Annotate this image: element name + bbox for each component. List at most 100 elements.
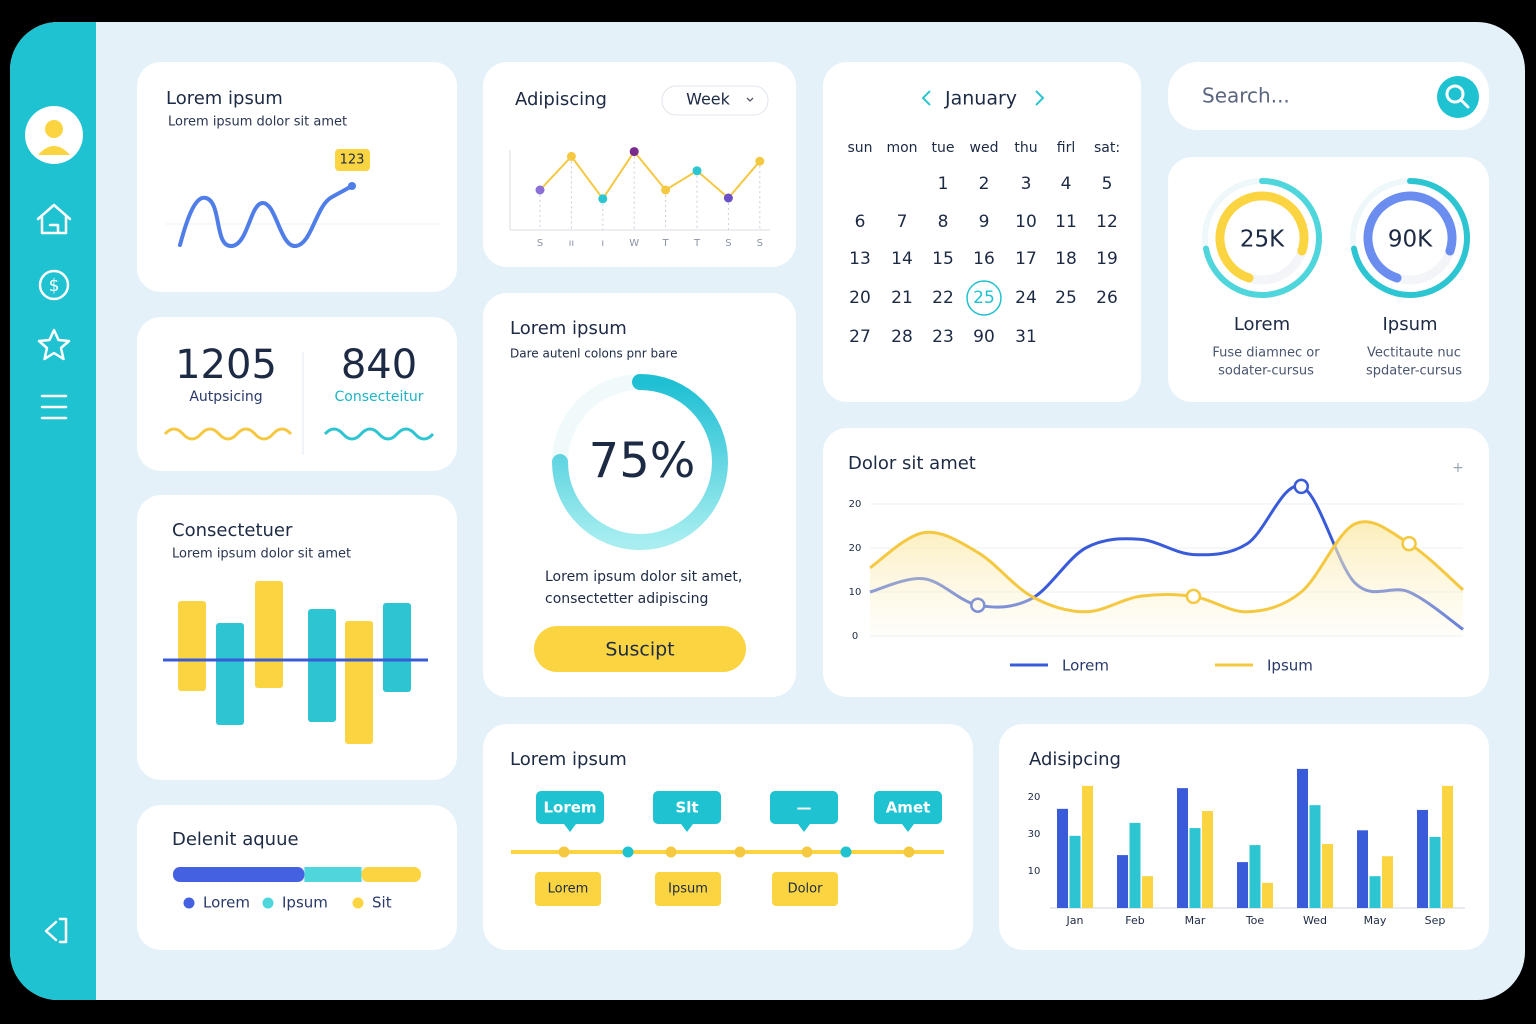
day[interactable]: 13 — [849, 249, 871, 269]
day[interactable]: 6 — [855, 212, 866, 232]
x-tick-label: Mar — [1185, 914, 1206, 927]
card-title: Lorem ipsum — [510, 749, 627, 770]
x-tick-label: T — [662, 238, 670, 249]
bar — [1382, 856, 1393, 908]
badge — [335, 149, 370, 171]
area — [870, 521, 1463, 636]
next-month[interactable] — [1035, 90, 1045, 106]
day[interactable]: 27 — [849, 327, 871, 347]
search-placeholder[interactable]: Search... — [1202, 84, 1290, 108]
weekday: mon — [886, 140, 917, 156]
day[interactable]: 90 — [973, 327, 995, 347]
bar — [1117, 855, 1128, 908]
day[interactable]: 25 — [1055, 288, 1077, 308]
day[interactable]: 31 — [1015, 327, 1037, 347]
tag-label: Dolor — [788, 882, 824, 897]
tag-pointer — [564, 824, 576, 832]
day[interactable]: 17 — [1015, 249, 1037, 269]
card-title: Consectetuer — [172, 520, 293, 541]
bar — [1369, 876, 1381, 908]
add-icon[interactable]: + — [1452, 460, 1464, 476]
timeline-dot — [801, 846, 813, 858]
day[interactable]: 18 — [1055, 249, 1077, 269]
logout-icon[interactable] — [44, 917, 68, 944]
card — [823, 62, 1141, 402]
marker — [1185, 588, 1202, 605]
day[interactable]: 26 — [1096, 288, 1118, 308]
day[interactable]: 14 — [891, 249, 913, 269]
ring-text: Fuse diamnec or — [1212, 346, 1320, 361]
day[interactable]: 11 — [1055, 212, 1077, 232]
deco-bar — [308, 609, 336, 722]
day[interactable]: 10 — [1015, 212, 1037, 232]
badge-text: 123 — [340, 153, 365, 168]
day[interactable]: 15 — [932, 249, 954, 269]
card-text: consectetter adipiscing — [545, 591, 708, 607]
x-tick-label: Feb — [1125, 914, 1144, 927]
line — [869, 520, 1464, 614]
timeline-dot — [622, 846, 634, 858]
point — [566, 151, 576, 161]
day[interactable]: 1 — [938, 174, 949, 194]
tag — [655, 872, 721, 906]
day[interactable]: 5 — [1102, 174, 1113, 194]
bar — [1202, 811, 1213, 908]
ring-value: 25K — [1240, 227, 1285, 253]
prev-month[interactable] — [921, 90, 931, 106]
day[interactable]: 8 — [938, 212, 949, 232]
day[interactable]: 25 — [973, 288, 995, 308]
button-label: Suscipt — [605, 639, 674, 661]
day[interactable]: 22 — [932, 288, 954, 308]
avatar-body — [38, 146, 70, 155]
x-tick-label: S — [725, 238, 731, 249]
deco-bar — [178, 601, 206, 691]
day[interactable]: 16 — [973, 249, 995, 269]
bar — [1417, 809, 1428, 908]
legend-label: Ipsum — [1267, 657, 1313, 675]
search-button[interactable] — [1437, 76, 1479, 118]
bar — [1189, 828, 1201, 908]
star-icon[interactable] — [37, 328, 71, 361]
legend-label: Sit — [372, 894, 392, 912]
day[interactable]: 19 — [1096, 249, 1118, 269]
tag — [874, 791, 942, 824]
day[interactable]: 3 — [1021, 174, 1032, 194]
day[interactable]: 9 — [979, 212, 990, 232]
day[interactable]: 28 — [891, 327, 913, 347]
gauge-value: 75% — [589, 433, 696, 489]
day[interactable]: 7 — [897, 212, 908, 232]
marker — [1401, 535, 1417, 552]
point — [629, 147, 639, 157]
legend-dot — [262, 897, 274, 909]
dropdown[interactable] — [661, 85, 769, 116]
card — [483, 293, 796, 697]
chart-title: Adisipcing — [1029, 749, 1121, 770]
menu-icon[interactable] — [40, 394, 68, 420]
dollar-glyph: $ — [49, 276, 60, 296]
wave — [163, 427, 293, 441]
day[interactable]: 4 — [1061, 174, 1072, 194]
button[interactable] — [534, 626, 746, 672]
bar — [1129, 822, 1141, 908]
tag — [536, 791, 604, 824]
day[interactable]: 20 — [849, 288, 871, 308]
day[interactable]: 24 — [1015, 288, 1037, 308]
day[interactable]: 23 — [932, 327, 954, 347]
search-icon — [1459, 98, 1470, 109]
timeline-dot — [558, 846, 570, 858]
weekday: wed — [970, 140, 999, 156]
day[interactable]: 2 — [979, 174, 990, 194]
ring-text: sodater-cursus — [1218, 364, 1314, 379]
gauge-arc — [552, 374, 728, 550]
search-box[interactable] — [1168, 62, 1489, 130]
progress-segment — [304, 867, 362, 882]
ring-arc — [1351, 178, 1470, 298]
dollar-icon[interactable] — [38, 269, 70, 301]
day[interactable]: 21 — [891, 288, 913, 308]
stat-label: Autpsicing — [189, 389, 262, 405]
day[interactable]: 12 — [1096, 212, 1118, 232]
y-tick-label: 10 — [849, 587, 862, 598]
tag — [770, 791, 838, 824]
home-icon[interactable] — [36, 203, 72, 235]
